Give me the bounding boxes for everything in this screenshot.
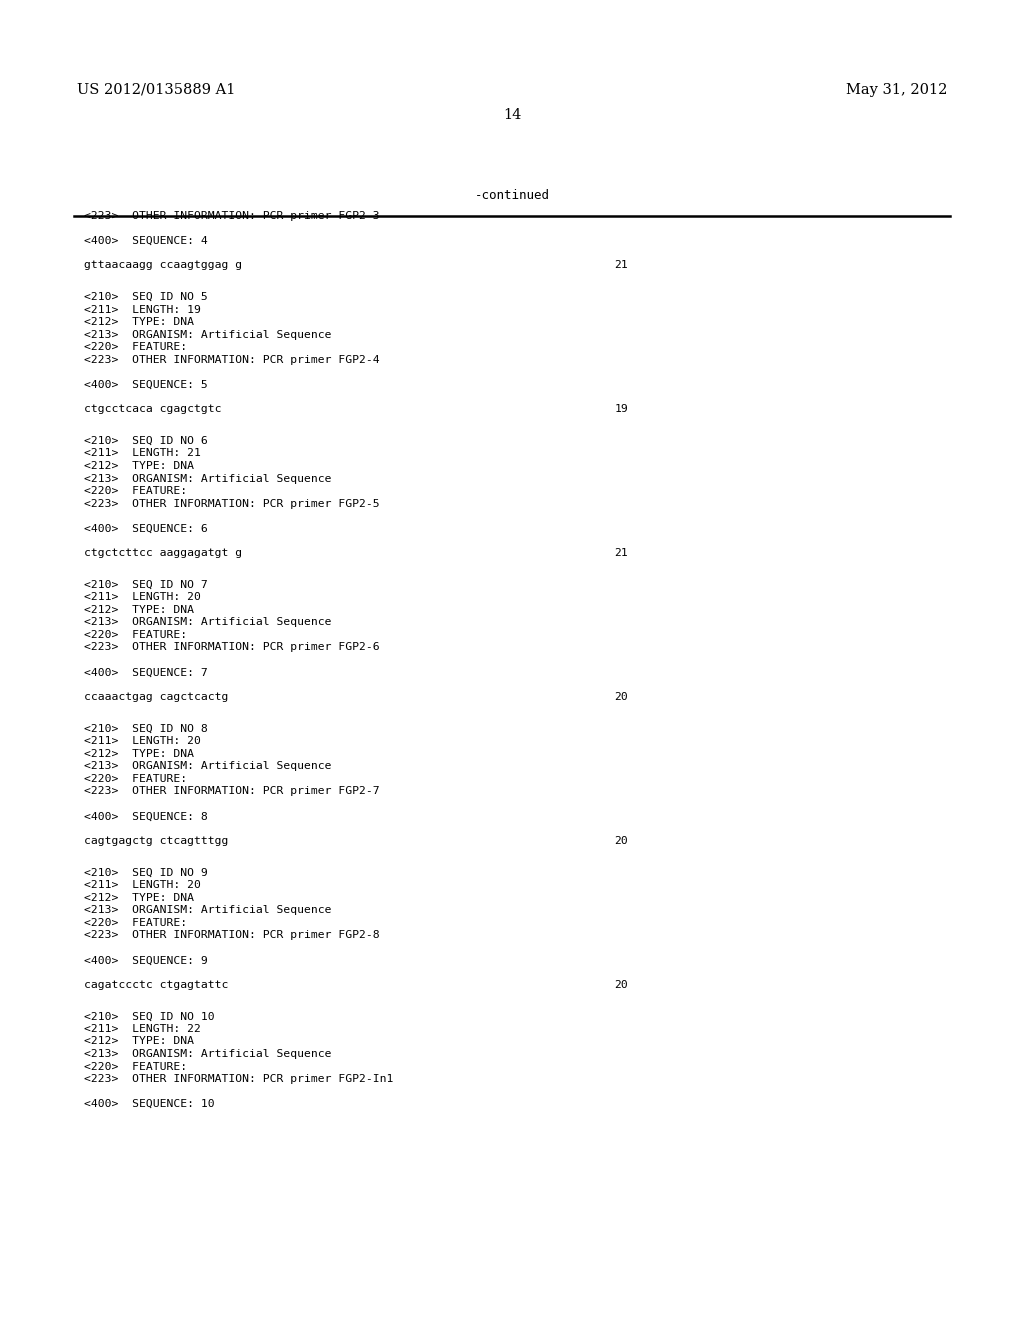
- Text: <400>  SEQUENCE: 7: <400> SEQUENCE: 7: [84, 668, 208, 677]
- Text: <212>  TYPE: DNA: <212> TYPE: DNA: [84, 748, 194, 759]
- Text: 21: 21: [614, 260, 628, 271]
- Text: <213>  ORGANISM: Artificial Sequence: <213> ORGANISM: Artificial Sequence: [84, 906, 332, 915]
- Text: <223>  OTHER INFORMATION: PCR primer FGP2-8: <223> OTHER INFORMATION: PCR primer FGP2…: [84, 931, 380, 940]
- Text: May 31, 2012: May 31, 2012: [846, 83, 947, 96]
- Text: <210>  SEQ ID NO 8: <210> SEQ ID NO 8: [84, 723, 208, 734]
- Text: <211>  LENGTH: 19: <211> LENGTH: 19: [84, 305, 201, 314]
- Text: <223>  OTHER INFORMATION: PCR primer FGP2-4: <223> OTHER INFORMATION: PCR primer FGP2…: [84, 355, 380, 364]
- Text: 14: 14: [503, 108, 521, 121]
- Text: <210>  SEQ ID NO 6: <210> SEQ ID NO 6: [84, 436, 208, 446]
- Text: <223>  OTHER INFORMATION: PCR primer FGP2-6: <223> OTHER INFORMATION: PCR primer FGP2…: [84, 643, 380, 652]
- Text: 20: 20: [614, 692, 628, 702]
- Text: <400>  SEQUENCE: 9: <400> SEQUENCE: 9: [84, 956, 208, 965]
- Text: -continued: -continued: [474, 189, 550, 202]
- Text: <213>  ORGANISM: Artificial Sequence: <213> ORGANISM: Artificial Sequence: [84, 618, 332, 627]
- Text: <223>  OTHER INFORMATION: PCR primer FGP2-7: <223> OTHER INFORMATION: PCR primer FGP2…: [84, 787, 380, 796]
- Text: <213>  ORGANISM: Artificial Sequence: <213> ORGANISM: Artificial Sequence: [84, 474, 332, 483]
- Text: <220>  FEATURE:: <220> FEATURE:: [84, 1061, 187, 1072]
- Text: <213>  ORGANISM: Artificial Sequence: <213> ORGANISM: Artificial Sequence: [84, 330, 332, 339]
- Text: ctgctcttcc aaggagatgt g: ctgctcttcc aaggagatgt g: [84, 548, 242, 558]
- Text: <212>  TYPE: DNA: <212> TYPE: DNA: [84, 317, 194, 327]
- Text: <212>  TYPE: DNA: <212> TYPE: DNA: [84, 892, 194, 903]
- Text: ctgcctcaca cgagctgtc: ctgcctcaca cgagctgtc: [84, 404, 221, 414]
- Text: <400>  SEQUENCE: 10: <400> SEQUENCE: 10: [84, 1100, 215, 1109]
- Text: 21: 21: [614, 548, 628, 558]
- Text: <213>  ORGANISM: Artificial Sequence: <213> ORGANISM: Artificial Sequence: [84, 762, 332, 771]
- Text: <220>  FEATURE:: <220> FEATURE:: [84, 917, 187, 928]
- Text: gttaacaagg ccaagtggag g: gttaacaagg ccaagtggag g: [84, 260, 242, 271]
- Text: <223>  OTHER INFORMATION: PCR primer FGP2-3: <223> OTHER INFORMATION: PCR primer FGP2…: [84, 211, 380, 220]
- Text: US 2012/0135889 A1: US 2012/0135889 A1: [77, 83, 236, 96]
- Text: <212>  TYPE: DNA: <212> TYPE: DNA: [84, 605, 194, 615]
- Text: <211>  LENGTH: 20: <211> LENGTH: 20: [84, 593, 201, 602]
- Text: <223>  OTHER INFORMATION: PCR primer FGP2-In1: <223> OTHER INFORMATION: PCR primer FGP2…: [84, 1074, 393, 1084]
- Text: <211>  LENGTH: 22: <211> LENGTH: 22: [84, 1024, 201, 1034]
- Text: <213>  ORGANISM: Artificial Sequence: <213> ORGANISM: Artificial Sequence: [84, 1049, 332, 1059]
- Text: 20: 20: [614, 979, 628, 990]
- Text: <210>  SEQ ID NO 9: <210> SEQ ID NO 9: [84, 867, 208, 878]
- Text: 20: 20: [614, 836, 628, 846]
- Text: <210>  SEQ ID NO 5: <210> SEQ ID NO 5: [84, 292, 208, 302]
- Text: <400>  SEQUENCE: 6: <400> SEQUENCE: 6: [84, 524, 208, 533]
- Text: <400>  SEQUENCE: 5: <400> SEQUENCE: 5: [84, 380, 208, 389]
- Text: <220>  FEATURE:: <220> FEATURE:: [84, 342, 187, 352]
- Text: <220>  FEATURE:: <220> FEATURE:: [84, 630, 187, 640]
- Text: 19: 19: [614, 404, 628, 414]
- Text: <400>  SEQUENCE: 8: <400> SEQUENCE: 8: [84, 812, 208, 821]
- Text: <211>  LENGTH: 21: <211> LENGTH: 21: [84, 449, 201, 458]
- Text: <210>  SEQ ID NO 10: <210> SEQ ID NO 10: [84, 1011, 215, 1022]
- Text: <212>  TYPE: DNA: <212> TYPE: DNA: [84, 1036, 194, 1047]
- Text: <211>  LENGTH: 20: <211> LENGTH: 20: [84, 737, 201, 746]
- Text: <223>  OTHER INFORMATION: PCR primer FGP2-5: <223> OTHER INFORMATION: PCR primer FGP2…: [84, 499, 380, 508]
- Text: <211>  LENGTH: 20: <211> LENGTH: 20: [84, 880, 201, 890]
- Text: <210>  SEQ ID NO 7: <210> SEQ ID NO 7: [84, 579, 208, 590]
- Text: <212>  TYPE: DNA: <212> TYPE: DNA: [84, 461, 194, 471]
- Text: <220>  FEATURE:: <220> FEATURE:: [84, 774, 187, 784]
- Text: cagatccctc ctgagtattc: cagatccctc ctgagtattc: [84, 979, 228, 990]
- Text: <400>  SEQUENCE: 4: <400> SEQUENCE: 4: [84, 236, 208, 246]
- Text: cagtgagctg ctcagtttgg: cagtgagctg ctcagtttgg: [84, 836, 228, 846]
- Text: ccaaactgag cagctcactg: ccaaactgag cagctcactg: [84, 692, 228, 702]
- Text: <220>  FEATURE:: <220> FEATURE:: [84, 486, 187, 496]
